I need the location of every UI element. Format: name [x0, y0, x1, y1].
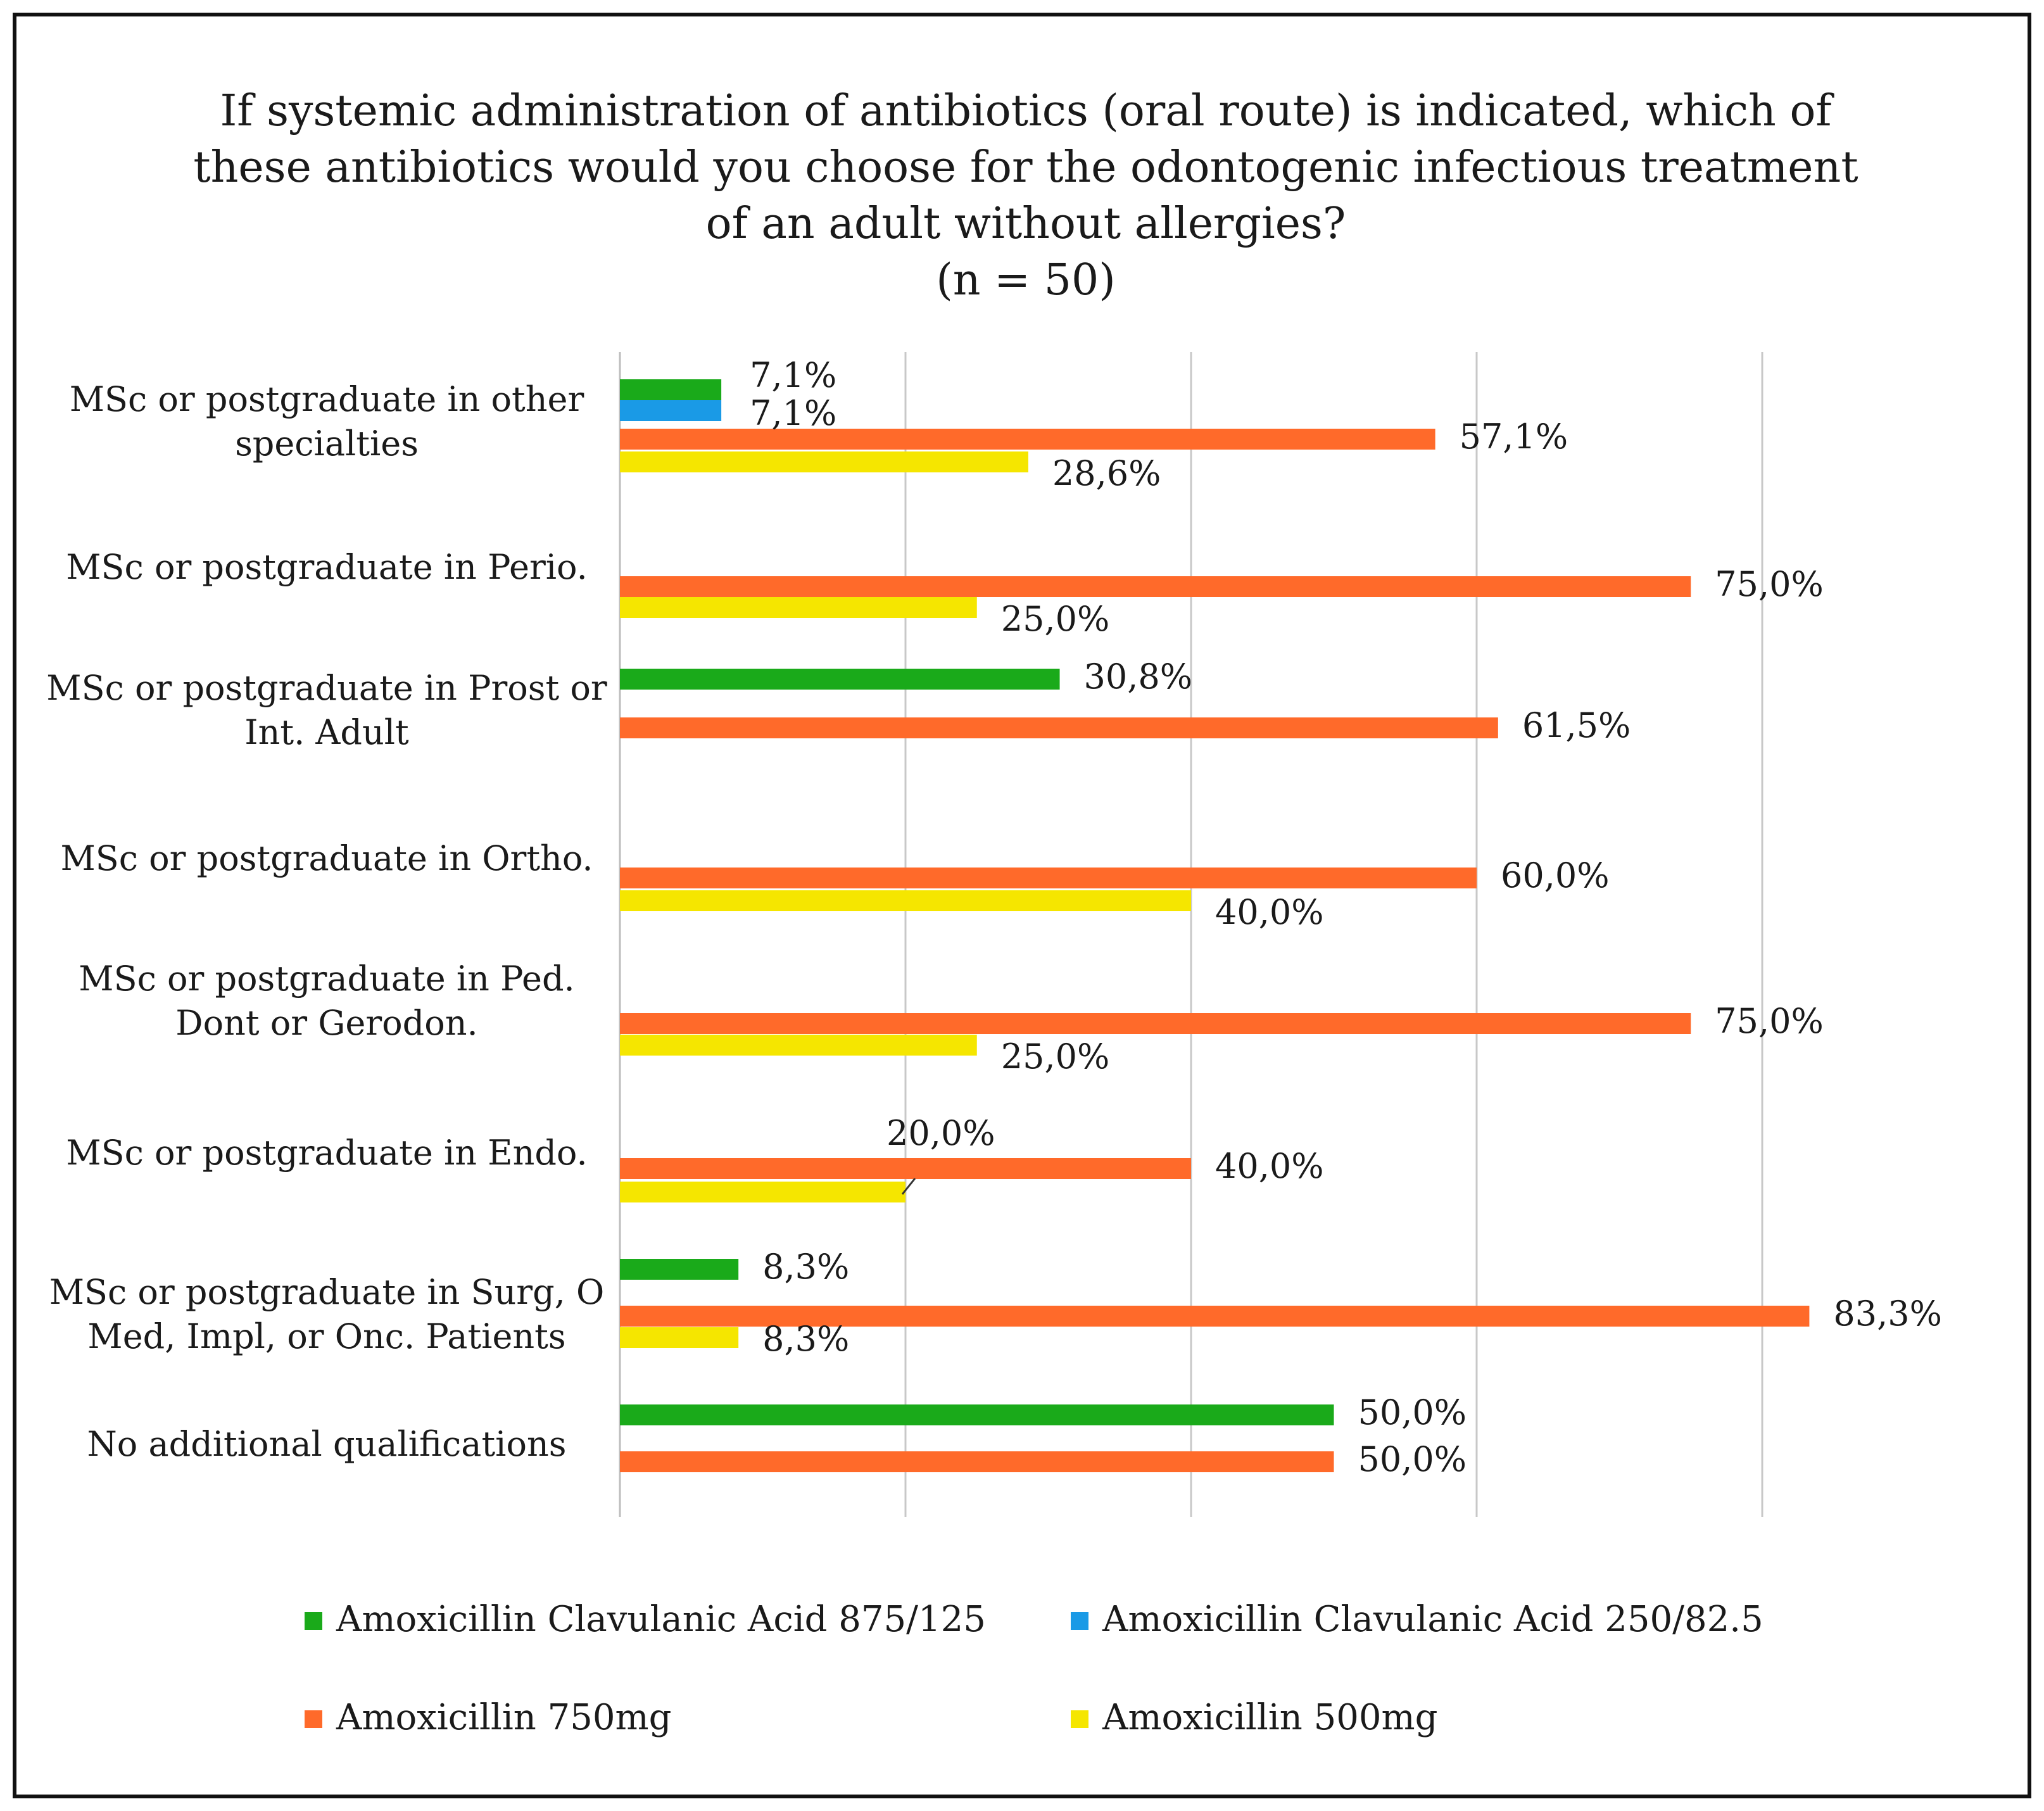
value-label: 28,6%: [1052, 453, 1161, 493]
category-label: MSc or postgraduate in Perio.: [66, 547, 588, 587]
bar-amox-750: [620, 429, 1435, 450]
value-label: 50,0%: [1358, 1392, 1467, 1432]
legend-label-amox-500: Amoxicillin 500mg: [1102, 1697, 1437, 1738]
value-label: 75,0%: [1715, 1001, 1824, 1041]
value-label: 7,1%: [750, 355, 836, 395]
bar-amox-750: [620, 868, 1477, 888]
category-label: Med, Impl, or Onc. Patients: [87, 1316, 565, 1356]
bar-amox-clav-875: [620, 1259, 739, 1280]
category-label: Int. Adult: [244, 712, 409, 752]
value-label: 61,5%: [1522, 705, 1631, 745]
value-label: 60,0%: [1501, 855, 1610, 895]
legend-swatch-amox-clav-250: [1071, 1612, 1088, 1630]
legend-label-amox-clav-875: Amoxicillin Clavulanic Acid 875/125: [336, 1599, 986, 1640]
category-labels: MSc or postgraduate in other specialties M…: [46, 379, 607, 1464]
chart-title-line: If systemic administration of antibiotic…: [220, 86, 1834, 136]
bar-amox-500: [620, 1182, 905, 1202]
bar-amox-750: [620, 1451, 1334, 1472]
chart-title-line: (n = 50): [936, 255, 1116, 305]
legend-label-amox-750: Amoxicillin 750mg: [336, 1697, 671, 1738]
value-label: 83,3%: [1833, 1294, 1942, 1334]
category-label: MSc or postgraduate in Surg, O: [49, 1272, 605, 1312]
bar-amox-750: [620, 717, 1498, 738]
category-label: MSc or postgraduate in Endo.: [66, 1133, 587, 1173]
category-label: MSc or postgraduate in Prost or: [46, 668, 607, 708]
bar-amox-clav-875: [620, 1404, 1334, 1425]
bars: [620, 379, 1810, 1472]
legend: Amoxicillin Clavulanic Acid 875/125 Amoxi…: [305, 1599, 1763, 1738]
bar-amox-750: [620, 1306, 1810, 1327]
category-label: No additional qualifications: [87, 1424, 567, 1464]
bar-amox-clav-250: [620, 400, 722, 421]
legend-swatch-amox-750: [305, 1710, 322, 1728]
value-label: 50,0%: [1358, 1439, 1467, 1479]
value-label: 25,0%: [1001, 1037, 1110, 1076]
value-label: 30,8%: [1084, 657, 1193, 697]
legend-swatch-amox-500: [1071, 1710, 1088, 1728]
bar-amox-500: [620, 1327, 739, 1348]
category-label: MSc or postgraduate in other: [70, 379, 584, 419]
chart-frame: If systemic administration of antibiotic…: [13, 13, 2031, 1798]
chart-title-line: of an adult without allergies?: [706, 199, 1346, 249]
bar-amox-clav-875: [620, 379, 722, 400]
value-label: 20,0%: [886, 1113, 995, 1153]
bar-amox-500: [620, 890, 1191, 911]
value-label: 25,0%: [1001, 599, 1110, 639]
category-label: MSc or postgraduate in Ped.: [79, 959, 574, 999]
chart-title: If systemic administration of antibiotic…: [193, 86, 1858, 305]
value-label: 57,1%: [1460, 417, 1568, 457]
value-label: 75,0%: [1715, 564, 1824, 604]
bar-amox-750: [620, 576, 1691, 597]
bar-amox-500: [620, 1035, 977, 1056]
category-label: MSc or postgraduate in Ortho.: [60, 838, 593, 878]
value-label: 8,3%: [762, 1319, 849, 1359]
category-label: Dont or Gerodon.: [175, 1003, 477, 1043]
value-label: 7,1%: [750, 393, 836, 433]
legend-swatch-amox-clav-875: [305, 1612, 322, 1630]
category-label: specialties: [235, 424, 419, 464]
bar-amox-750: [620, 1158, 1191, 1179]
value-label: 40,0%: [1215, 892, 1324, 932]
bar-amox-clav-875: [620, 669, 1060, 690]
value-label: 40,0%: [1215, 1146, 1324, 1186]
value-label: 8,3%: [762, 1247, 849, 1287]
legend-label-amox-clav-250: Amoxicillin Clavulanic Acid 250/82.5: [1102, 1599, 1763, 1640]
bar-amox-750: [620, 1013, 1691, 1034]
value-labels: 7,1% 30,8% 8,3% 50,0% 7,1% 57,1% 75,0% 61,5% 60,…: [750, 355, 1942, 1479]
chart-canvas: If systemic administration of antibiotic…: [46, 86, 1942, 1738]
chart-title-line: these antibiotics would you choose for t…: [193, 142, 1858, 192]
bar-amox-500: [620, 451, 1028, 472]
leader-line: [901, 1178, 916, 1195]
bar-amox-500: [620, 597, 977, 618]
